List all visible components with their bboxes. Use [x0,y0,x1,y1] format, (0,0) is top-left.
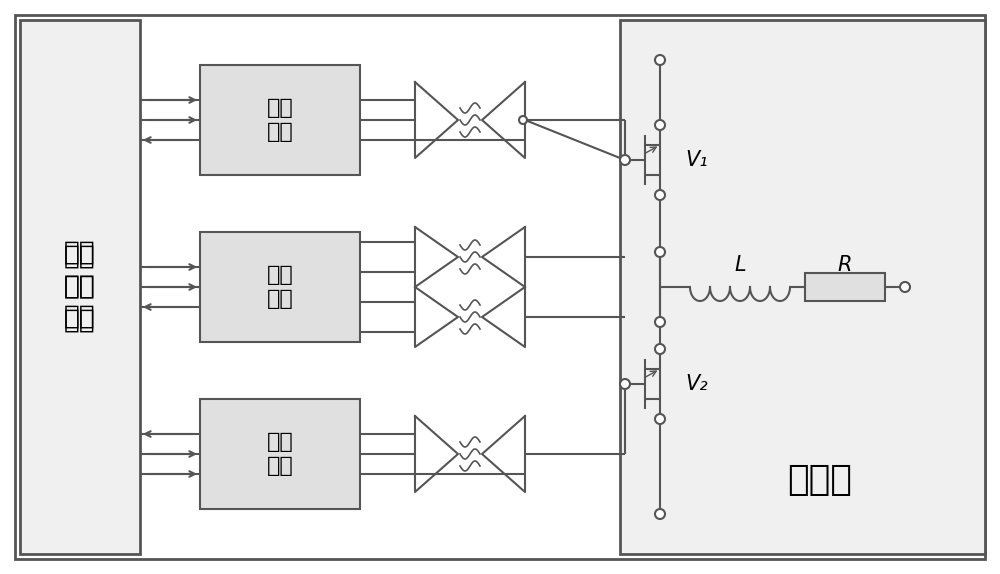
Bar [200,232,360,342]
Text: L: L [734,255,746,275]
Circle shape [655,317,665,327]
Text: 电子
控制
电路: 电子 控制 电路 [64,244,96,330]
Text: R: R [838,255,852,275]
Circle shape [655,247,665,257]
Circle shape [900,282,910,292]
Circle shape [655,509,665,519]
Circle shape [655,55,665,65]
Circle shape [655,414,665,424]
Text: V₂: V₂ [685,374,708,394]
Circle shape [620,155,630,165]
Text: 主电路: 主电路 [788,463,852,497]
Bar [20,20,140,554]
Bar [200,399,360,509]
Bar [200,65,360,175]
Text: 驱动
电路: 驱动 电路 [267,432,293,476]
Circle shape [655,120,665,130]
Circle shape [655,344,665,354]
Circle shape [655,190,665,200]
Text: 保护
电路: 保护 电路 [267,265,293,309]
Bar [620,20,985,554]
Bar [805,273,885,301]
Circle shape [620,379,630,389]
Circle shape [519,116,527,124]
Text: V₁: V₁ [685,150,708,170]
Text: 检测
电路: 检测 电路 [267,98,293,142]
Text: 电子
控制
电路: 电子 控制 电路 [64,240,96,334]
